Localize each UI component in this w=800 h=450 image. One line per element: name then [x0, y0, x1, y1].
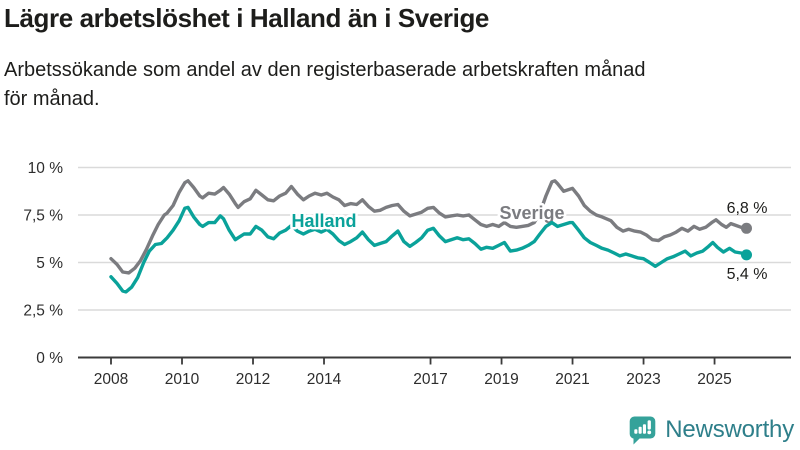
y-axis-label: 5 % — [36, 255, 63, 272]
exclamation-bar — [647, 419, 652, 430]
series-end-dot-sverige — [741, 222, 752, 234]
chart-title: Lägre arbetslöshet i Halland än i Sverig… — [4, 3, 489, 33]
y-axis-label: 2,5 % — [23, 303, 63, 320]
exclamation-dot — [647, 430, 652, 434]
brand-name: Newsworthy — [665, 416, 794, 443]
chart-subtitle: Arbetssökande som andel av den registerb… — [4, 59, 646, 110]
x-axis-label: 2017 — [413, 371, 447, 388]
newsworthy-bubble-chart-icon — [629, 416, 656, 444]
series-label-halland: Halland — [291, 211, 356, 231]
y-axis-label: 7,5 % — [23, 208, 63, 225]
y-axis-label: 10 % — [28, 160, 64, 177]
series-line-halland — [109, 205, 749, 294]
end-value-label-sverige: 6,8 % — [727, 200, 768, 217]
bar-chart-glyph — [634, 419, 652, 434]
x-axis-label: 2014 — [307, 371, 342, 388]
x-axis-label: 2008 — [94, 371, 128, 388]
series-label-sverige: Sverige — [499, 203, 564, 223]
x-axis-label: 2019 — [484, 371, 518, 388]
x-axis-label: 2012 — [236, 371, 270, 388]
x-axis-label: 2025 — [697, 371, 731, 388]
newsworthy-logo[interactable]: Newsworthy — [628, 414, 794, 446]
x-axis-label: 2021 — [555, 371, 589, 388]
end-value-label-halland: 5,4 % — [727, 266, 768, 283]
unemployment-line-chart: 0 % 2,5 % 5 % 7,5 % 10 % 2008 2010 2012 2014 2017… — [23, 160, 791, 388]
series-end-dot-halland — [741, 249, 752, 261]
x-axis-label: 2010 — [165, 371, 200, 388]
x-axis-label: 2023 — [626, 371, 660, 388]
series-line-sverige — [109, 179, 749, 275]
y-axis-label: 0 % — [36, 350, 63, 367]
